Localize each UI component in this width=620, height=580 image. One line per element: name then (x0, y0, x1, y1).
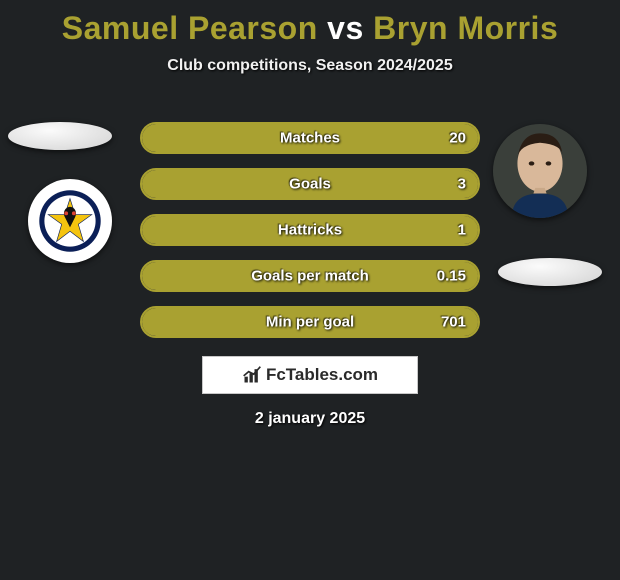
date-text: 2 january 2025 (0, 410, 620, 428)
subtitle: Club competitions, Season 2024/2025 (0, 57, 620, 75)
brand-badge: FcTables.com (202, 356, 418, 394)
player1-club-logo (28, 179, 112, 263)
vs-text: vs (318, 10, 373, 46)
stat-row: Min per goal 701 (140, 306, 480, 338)
stat-label: Min per goal (266, 314, 354, 331)
chart-icon (242, 365, 262, 385)
stat-label: Hattricks (278, 222, 342, 239)
player2-photo (493, 124, 587, 218)
stat-row: Goals per match 0.15 (140, 260, 480, 292)
player1-name: Samuel Pearson (62, 10, 318, 46)
stat-row: Hattricks 1 (140, 214, 480, 246)
stat-label: Goals per match (251, 268, 369, 285)
stat-label: Matches (280, 130, 340, 147)
stat-value: 1 (458, 222, 466, 239)
stat-value: 20 (449, 130, 466, 147)
stat-value: 701 (441, 314, 466, 331)
page-title: Samuel Pearson vs Bryn Morris (0, 0, 620, 47)
player1-ellipse (8, 122, 112, 150)
stat-value: 3 (458, 176, 466, 193)
player2-name: Bryn Morris (373, 10, 558, 46)
stat-label: Goals (289, 176, 331, 193)
stats-container: Matches 20 Goals 3 Hattricks 1 Goals per match… (140, 122, 480, 352)
stat-value: 0.15 (437, 268, 466, 285)
player2-ellipse (498, 258, 602, 286)
club-crest-icon (38, 189, 102, 253)
stat-row: Goals 3 (140, 168, 480, 200)
brand-text: FcTables.com (266, 365, 378, 385)
stat-row: Matches 20 (140, 122, 480, 154)
